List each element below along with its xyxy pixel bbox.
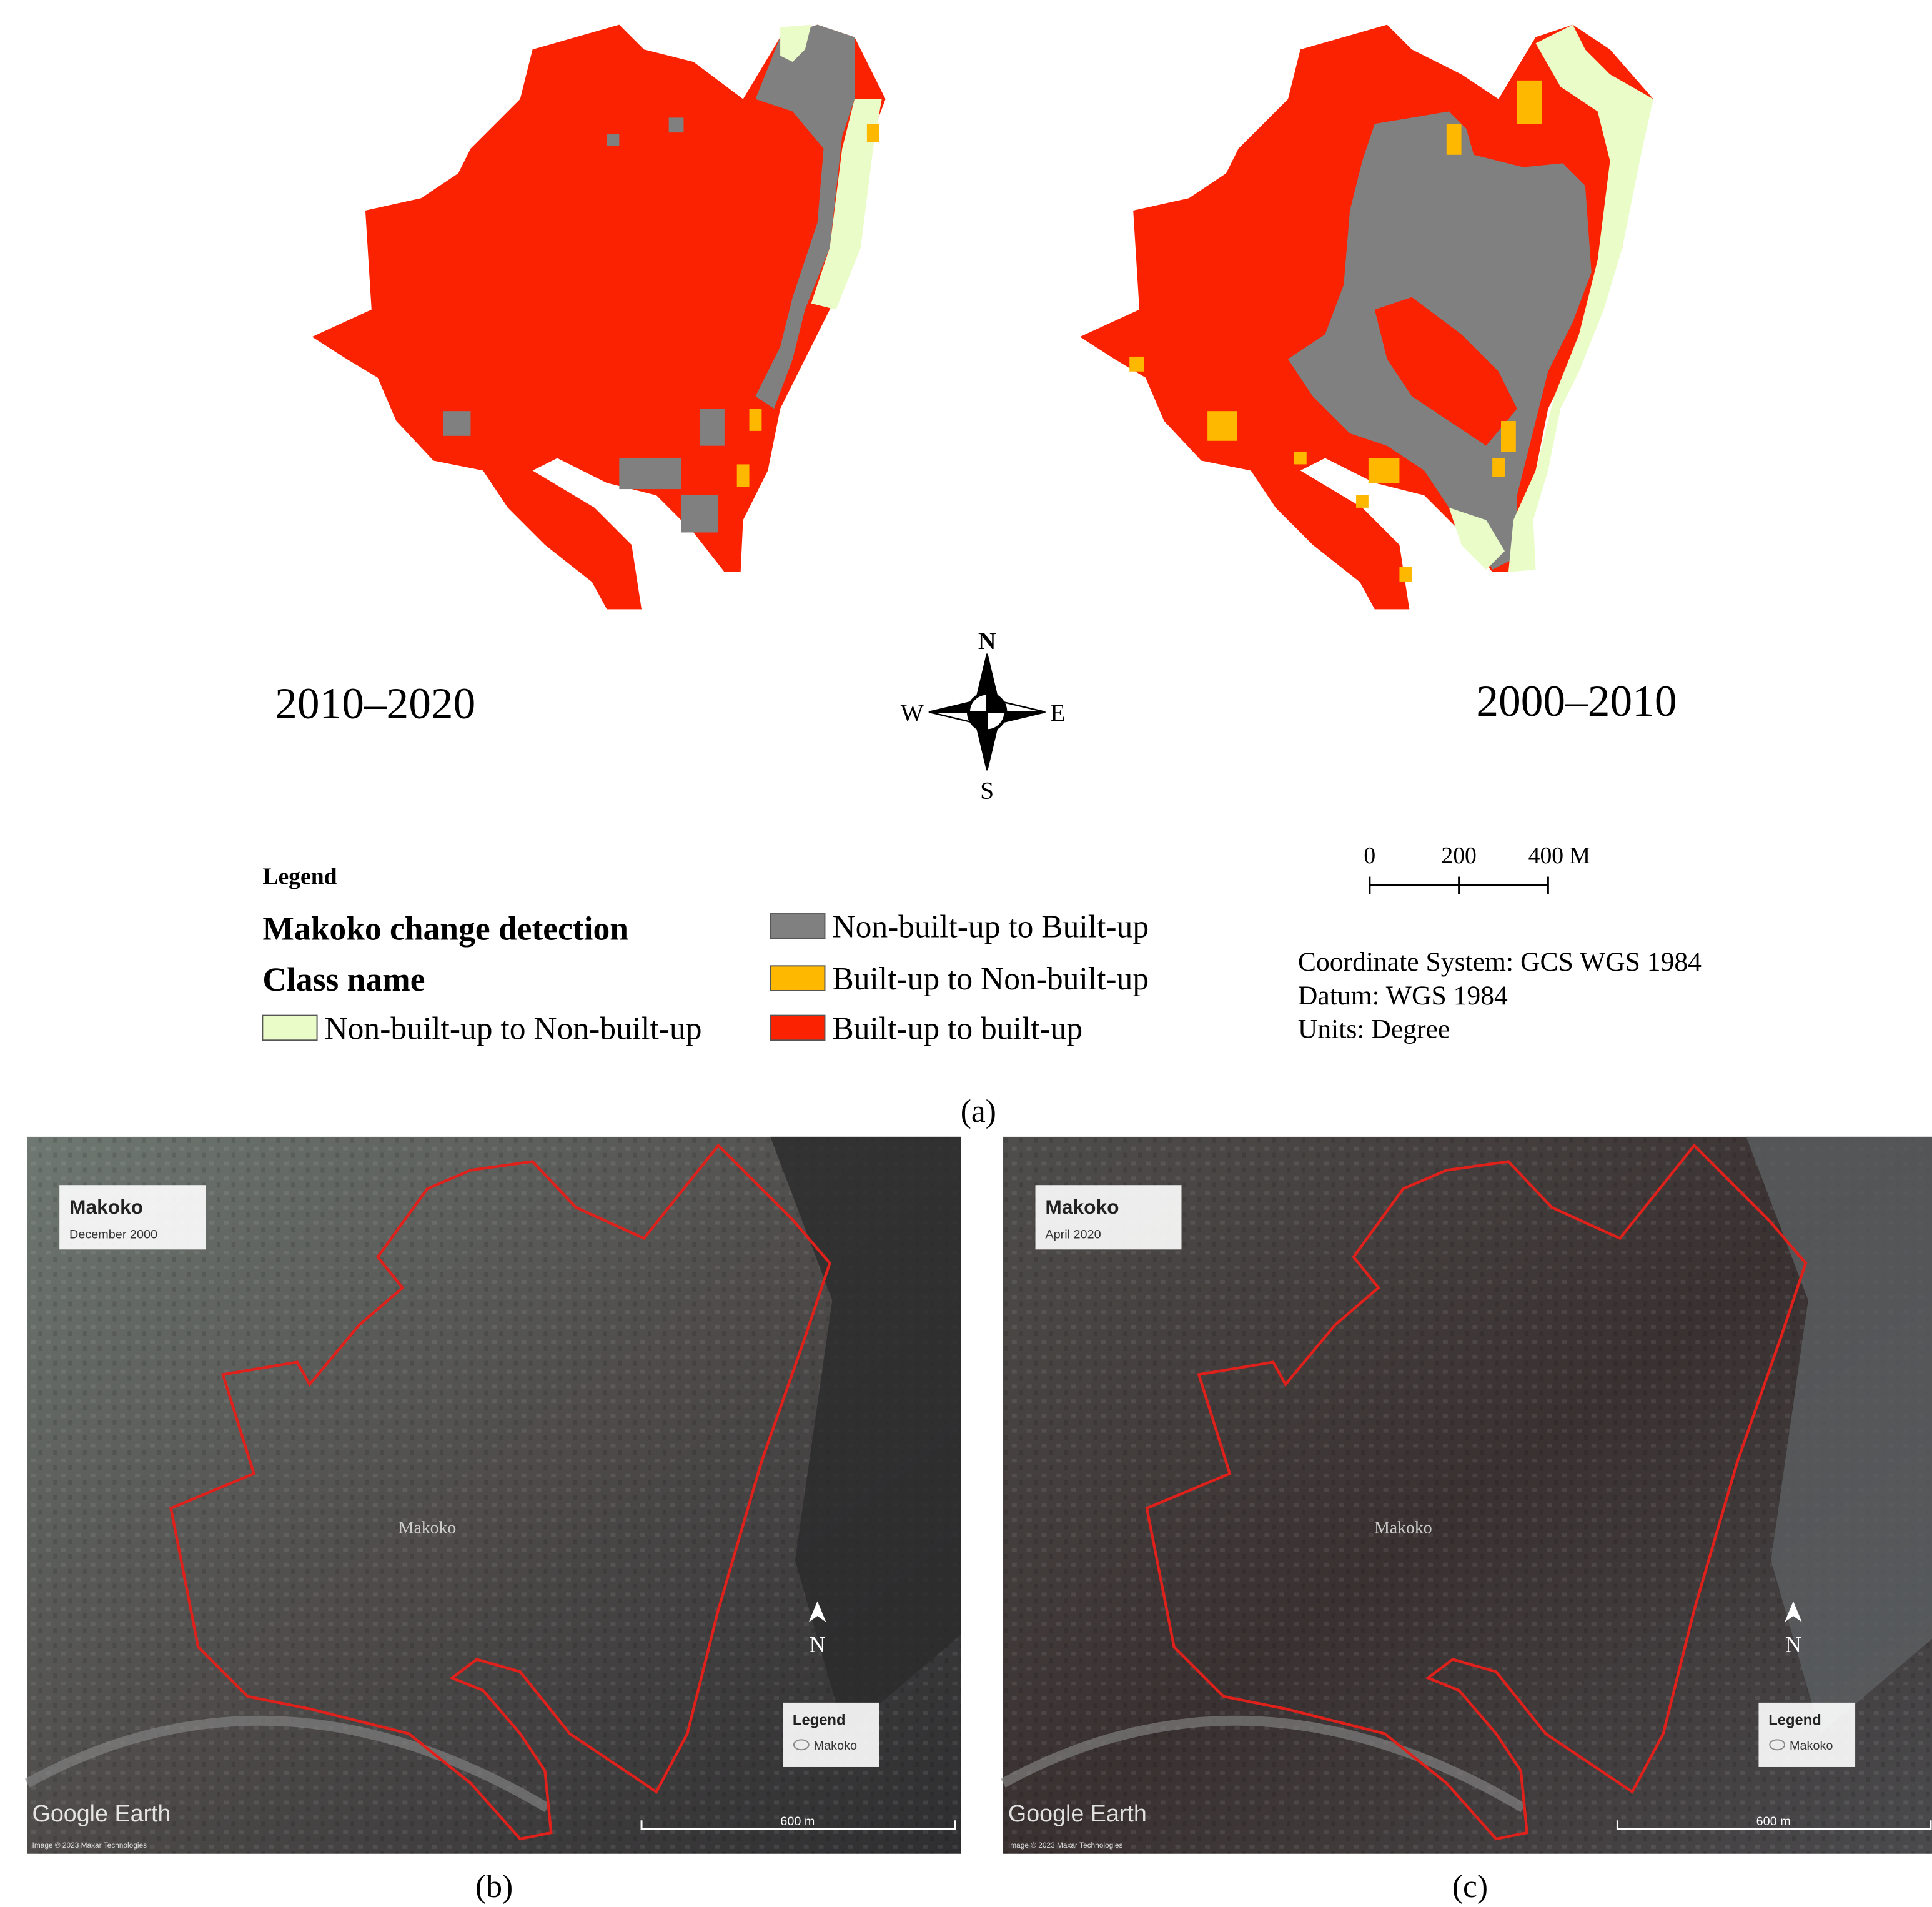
class-area [1449,507,1505,570]
class-area [1492,458,1505,477]
north-arrow [808,1601,826,1623]
scale-bar [1616,1820,1932,1830]
place-title: Makoko [1045,1196,1119,1218]
image-date: April 2020 [1045,1227,1101,1241]
legend-swatch [770,913,826,939]
class-area [443,411,471,436]
legend-symbol [793,1739,810,1751]
compass [928,653,1046,771]
class-area [619,458,681,490]
compass-e: E [1050,699,1065,726]
class-area [607,134,620,146]
legend-label: Built-up to built-up [832,1011,1082,1046]
legend-title: Makoko change detection [262,910,628,948]
map-label: 2010–2020 [275,679,475,728]
class-area [755,24,855,409]
coordinate-info: Units: Degree [1298,1014,1450,1044]
credit: Image © 2023 Maxar Technologies [1008,1841,1123,1850]
caption: (a) [961,1094,996,1129]
compass-w: W [901,699,924,726]
compass-s: S [980,777,994,805]
class-area [1368,458,1400,483]
coordinate-info: Datum: WGS 1984 [1298,981,1508,1011]
legend-swatch [770,1014,826,1041]
scale-label: 600 m [1756,1815,1791,1828]
caption: (b) [475,1869,513,1905]
scale-label: 200 [1441,843,1476,869]
credit: Image © 2023 Maxar Technologies [32,1841,147,1850]
place-label: Makoko [1374,1518,1432,1537]
legend-box [783,1702,879,1767]
class-area [312,24,886,610]
water [770,1136,961,1734]
place-title: Makoko [69,1196,143,1218]
class-area [700,409,725,446]
north-label: N [1785,1632,1801,1657]
place-label: Makoko [399,1518,457,1537]
coordinate-info: Coordinate System: GCS WGS 1984 [1298,947,1702,977]
class-area [1374,297,1517,446]
legend-heading: Legend [262,863,337,889]
road [1001,1715,1526,1813]
road [24,1715,550,1813]
legend-title: Legend [1768,1712,1821,1729]
legend-label: Non-built-up to Built-up [832,909,1149,945]
class-area [1356,495,1369,508]
compass-n: N [978,627,996,655]
legend-item: Makoko [814,1739,857,1753]
scale-label: 400 M [1528,843,1590,869]
legend-label: Built-up to Non-built-up [832,961,1149,997]
legend-box [1758,1702,1856,1767]
water [1746,1136,1932,1734]
class-area [1294,452,1307,465]
legend-label: Non-built-up to Non-built-up [324,1011,701,1046]
class-area [749,409,762,431]
north-arrow [1785,1601,1802,1623]
class-area [681,495,718,533]
class-area [668,117,684,133]
class-area [1508,24,1653,572]
class-area [736,464,750,487]
image-date: December 2000 [69,1227,157,1241]
caption: (c) [1452,1869,1488,1905]
legend-subtitle: Class name [262,961,425,998]
legend-symbol [1769,1739,1786,1751]
scale-label: 0 [1364,843,1375,869]
title-box [59,1185,206,1250]
class-area [811,99,882,310]
class-area [1207,411,1237,441]
class-area [1446,124,1462,155]
class-area [1461,99,1585,167]
legend-swatch [262,1014,318,1041]
class-area [1129,356,1145,372]
class-area [1399,567,1412,582]
legend-title: Legend [793,1712,846,1729]
north-label: N [810,1632,826,1657]
brand: Google Earth [32,1800,171,1826]
boundary [1145,1143,1808,1841]
scale-bar [640,1820,956,1830]
title-box [1035,1185,1182,1250]
change-map [1079,24,1653,610]
legend-swatch [770,965,826,991]
boundary [169,1143,831,1841]
scale-bar [1369,876,1549,894]
map-label: 2000–2010 [1476,676,1677,726]
legend-item: Makoko [1790,1739,1833,1753]
brand: Google Earth [1008,1800,1147,1826]
class-area [866,124,879,142]
class-area [1517,80,1542,124]
scale-label: 600 m [780,1815,815,1828]
class-area [1501,421,1516,452]
change-map [312,24,886,610]
class-area [780,24,811,62]
